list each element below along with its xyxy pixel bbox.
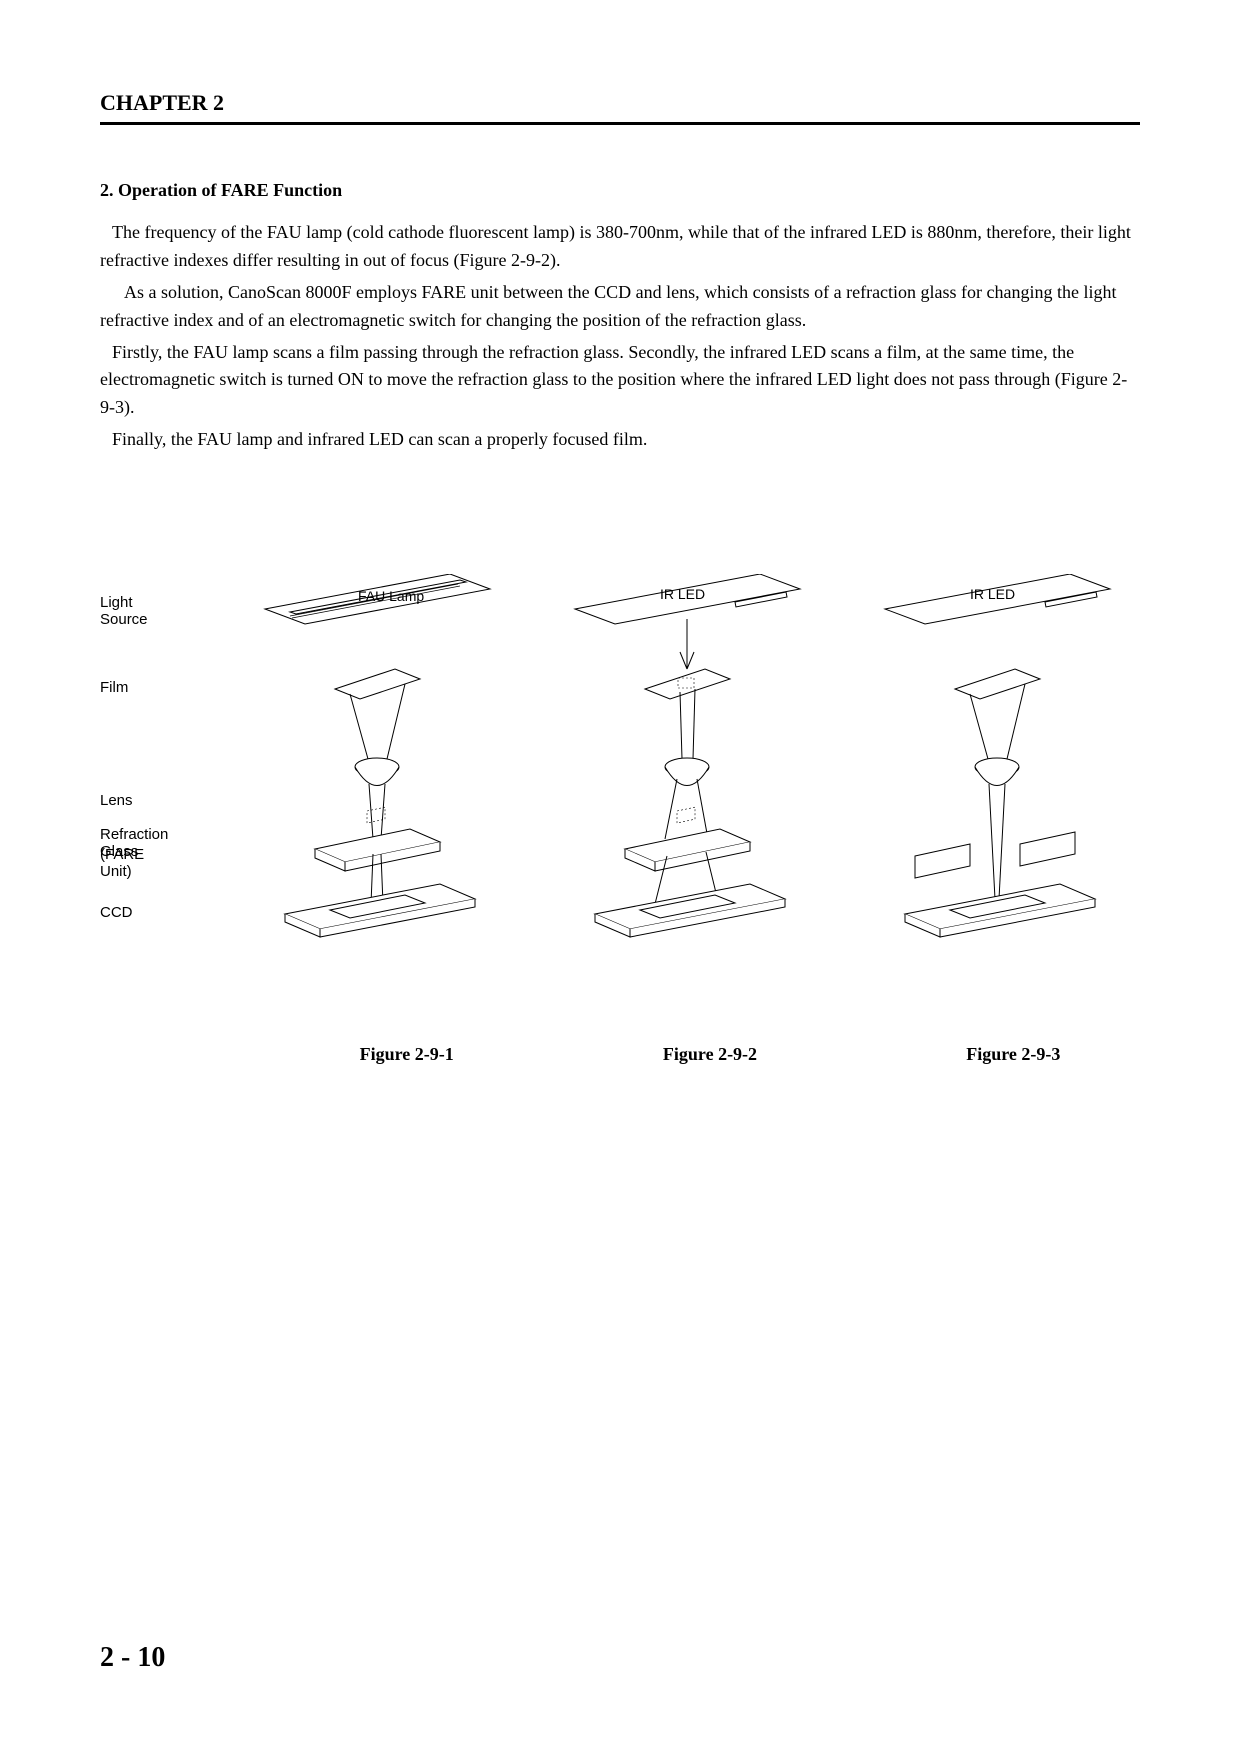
caption-fig-2: Figure 2-9-2 <box>583 1044 836 1065</box>
label-lens: Lens <box>100 792 133 809</box>
ir-led-label-1: IR LED <box>660 586 705 602</box>
chapter-header: CHAPTER 2 <box>100 90 1140 125</box>
label-fare-unit: (FARE Unit) <box>100 846 144 880</box>
paragraph-2: As a solution, CanoScan 8000F employs FA… <box>100 279 1140 335</box>
label-light-source: Light Source <box>100 594 148 628</box>
label-film: Film <box>100 679 128 696</box>
figure-captions-row: Figure 2-9-1 Figure 2-9-2 Figure 2-9-3 <box>280 1044 1140 1065</box>
diagrams-row: FAU Lamp <box>240 574 1120 964</box>
section-title: 2. Operation of FARE Function <box>100 180 1140 201</box>
paragraph-3: Firstly, the FAU lamp scans a film passi… <box>100 339 1140 423</box>
label-ccd: CCD <box>100 904 133 921</box>
page-number: 2 - 10 <box>100 1642 165 1674</box>
caption-fig-1: Figure 2-9-1 <box>280 1044 533 1065</box>
diagram-fig-2: IR LED <box>550 574 810 964</box>
caption-fig-3: Figure 2-9-3 <box>887 1044 1140 1065</box>
diagram-area: Light Source Film Lens Refraction Glass … <box>100 574 1140 1044</box>
ir-led-label-2: IR LED <box>970 586 1015 602</box>
diagram-fig-3: IR LED <box>860 574 1120 964</box>
paragraph-4: Finally, the FAU lamp and infrared LED c… <box>100 426 1140 454</box>
paragraph-1: The frequency of the FAU lamp (cold cath… <box>100 219 1140 275</box>
diagram-fig-1: FAU Lamp <box>240 574 500 964</box>
fau-lamp-label: FAU Lamp <box>358 588 424 604</box>
